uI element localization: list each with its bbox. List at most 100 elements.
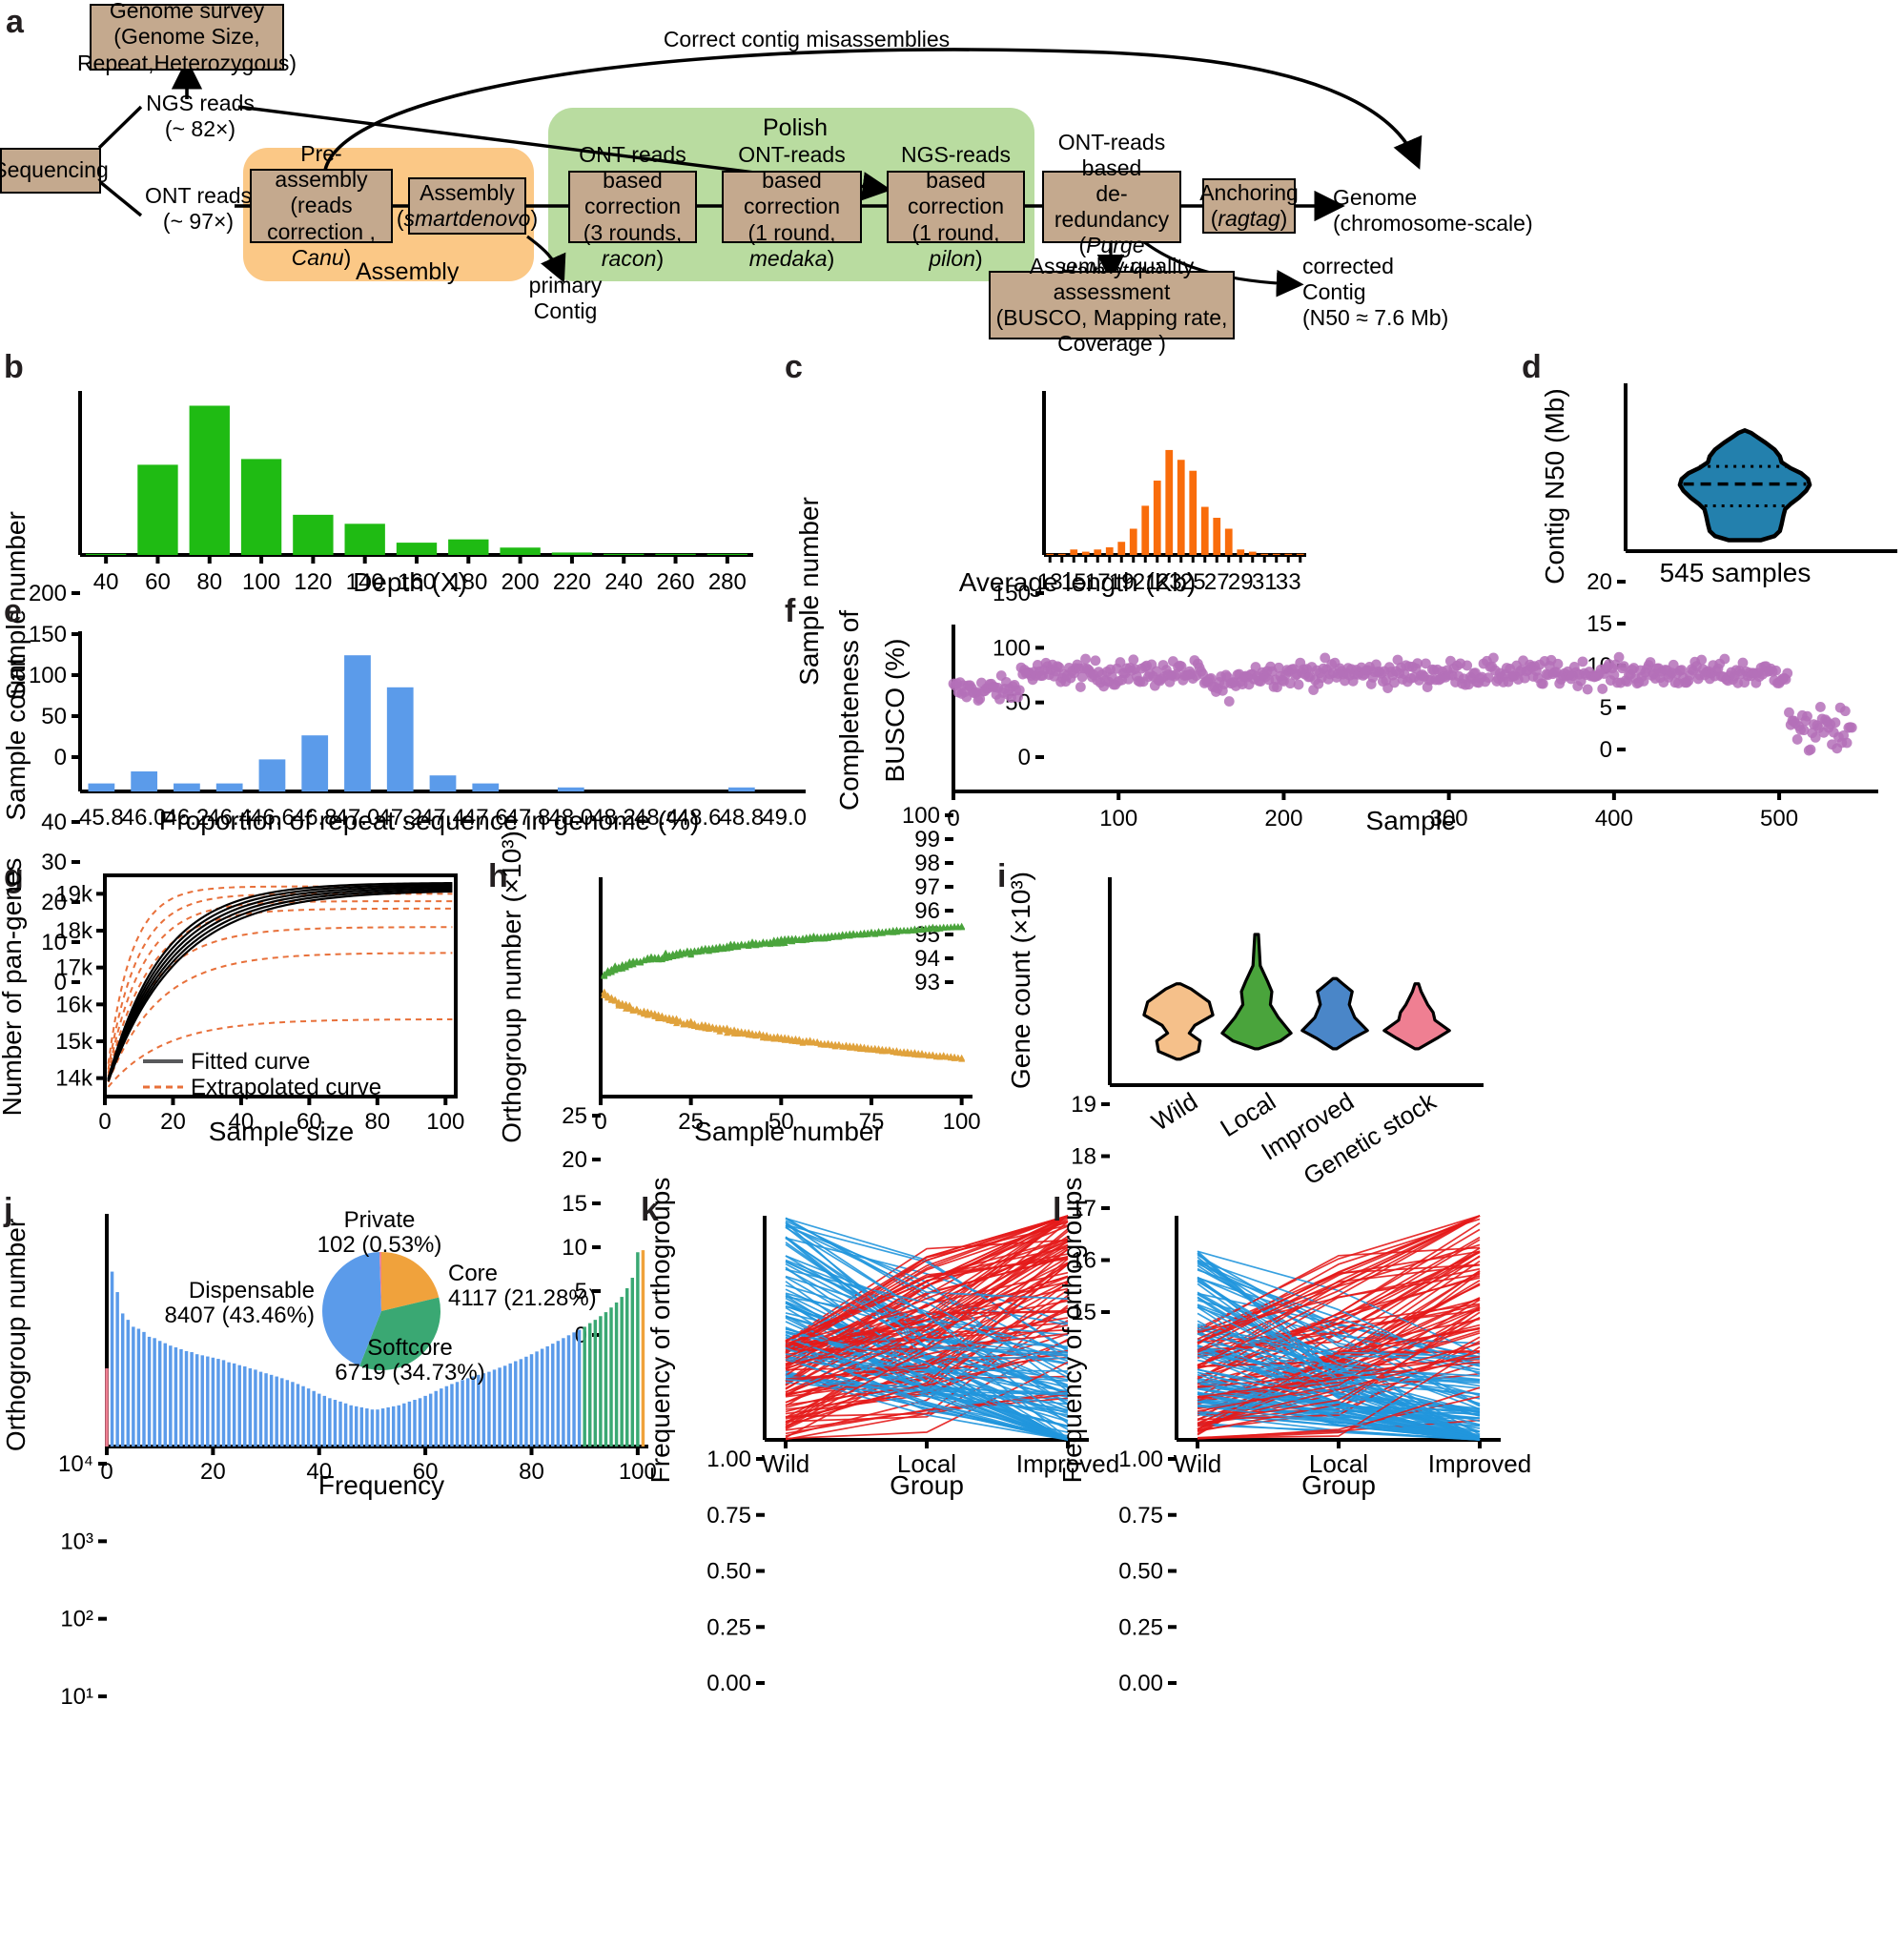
svg-text:16: 16: [1071, 1248, 1096, 1274]
svg-text:0.25: 0.25: [706, 1614, 751, 1640]
svg-text:120: 120: [294, 569, 332, 595]
edge-label-genome-out: Genome (chromosome-scale): [1333, 185, 1533, 236]
svg-text:17: 17: [1085, 569, 1111, 595]
chart-j-xlabel: Frequency: [318, 1470, 444, 1500]
chart-k-xlabel: Group: [890, 1470, 964, 1500]
svg-text:Softcore: Softcore: [367, 1335, 452, 1361]
svg-text:0.50: 0.50: [706, 1559, 751, 1585]
svg-text:50: 50: [768, 1109, 794, 1135]
svg-text:19: 19: [1071, 1092, 1096, 1118]
svg-text:10: 10: [41, 930, 67, 955]
svg-text:0.75: 0.75: [1118, 1503, 1163, 1529]
svg-text:46.4: 46.4: [207, 805, 252, 831]
svg-text:80: 80: [364, 1109, 390, 1135]
svg-text:Local: Local: [1309, 1449, 1368, 1478]
svg-text:4117 (21.28%): 4117 (21.28%): [448, 1285, 597, 1311]
svg-text:47.0: 47.0: [336, 805, 380, 831]
chart-g-xlabel: Sample size: [209, 1117, 355, 1146]
svg-text:40: 40: [93, 569, 119, 595]
chart-l: 0.00 0.25 0.50 0.75 1.00 Wild Local Improved Fr…: [1057, 1178, 1531, 1696]
svg-text:240: 240: [604, 569, 643, 595]
panel-letter-f: f: [785, 593, 796, 629]
svg-text:Core: Core: [448, 1261, 498, 1286]
svg-text:15: 15: [1587, 611, 1612, 637]
svg-text:100: 100: [943, 1109, 981, 1135]
panel-letter-d: d: [1522, 349, 1542, 385]
svg-text:33: 33: [1276, 569, 1301, 595]
svg-text:96: 96: [914, 898, 940, 924]
svg-text:17: 17: [1071, 1196, 1096, 1221]
svg-text:150: 150: [29, 622, 67, 647]
svg-text:98: 98: [914, 851, 940, 876]
svg-text:Gene count (×10³): Gene count (×10³): [1006, 872, 1035, 1089]
panel-letter-a: a: [6, 4, 24, 40]
chart-b-xlabel: Depth (X): [353, 567, 467, 597]
chart-j-ylabel: Orthogroup number: [1, 1219, 31, 1451]
chart-l-ylabel: Frequency of orthogroups: [1057, 1178, 1087, 1484]
svg-text:25: 25: [678, 1109, 704, 1135]
flowbox-assembly: Assembly (smartdenovo): [397, 177, 538, 235]
panel-letter-g: g: [4, 858, 24, 894]
svg-text:80: 80: [519, 1459, 544, 1485]
svg-text:47.4: 47.4: [420, 805, 465, 831]
svg-text:0: 0: [1018, 745, 1031, 770]
svg-text:102 (0.53%): 102 (0.53%): [317, 1232, 442, 1258]
svg-text:15: 15: [1061, 569, 1087, 595]
edge-label-correct-misassemblies: Correct contig misassemblies: [663, 27, 951, 51]
svg-text:46.2: 46.2: [165, 805, 210, 831]
chart-b: 0 50 100 150 200 40 60 80 100 120 140 160 180 200 220 2…: [1, 391, 753, 770]
svg-text:20: 20: [562, 1147, 587, 1173]
svg-text:8407 (43.46%): 8407 (43.46%): [165, 1303, 315, 1328]
svg-text:6719 (34.73%): 6719 (34.73%): [335, 1360, 484, 1386]
svg-text:0: 0: [100, 1459, 113, 1485]
svg-text:Orthogroup number (×10³): Orthogroup number (×10³): [497, 831, 526, 1143]
panel-letter-k: k: [641, 1192, 659, 1228]
svg-text:40: 40: [306, 1459, 332, 1485]
svg-text:60: 60: [413, 1459, 439, 1485]
edge-label-ngs-reads: NGS reads (~ 82×): [146, 91, 255, 142]
svg-text:18k: 18k: [55, 918, 93, 944]
svg-text:47.2: 47.2: [378, 805, 422, 831]
svg-text:48.6: 48.6: [677, 805, 722, 831]
svg-text:Local: Local: [897, 1449, 956, 1478]
svg-text:31: 31: [1252, 569, 1278, 595]
svg-text:200: 200: [29, 581, 67, 606]
svg-text:48.4: 48.4: [634, 805, 679, 831]
chart-e-xlabel: Proportion of repeat sequence in genome …: [159, 806, 700, 835]
svg-text:280: 280: [708, 569, 747, 595]
svg-text:25: 25: [562, 1103, 587, 1129]
svg-text:25: 25: [1180, 569, 1206, 595]
svg-text:15: 15: [562, 1191, 587, 1217]
flowbox-ont-racon: ONT-reads based correction (3 rounds, raco…: [568, 142, 697, 271]
svg-text:0: 0: [594, 1109, 606, 1135]
svg-text:200: 200: [502, 569, 540, 595]
svg-text:15: 15: [1071, 1300, 1096, 1325]
chart-f-xlabel: Sample: [1366, 806, 1457, 835]
svg-text:45.8: 45.8: [79, 805, 124, 831]
svg-text:48.0: 48.0: [548, 805, 593, 831]
svg-text:60: 60: [145, 569, 171, 595]
assembly-group-label: Assembly: [356, 258, 460, 285]
svg-text:Fitted curve: Fitted curve: [191, 1049, 310, 1075]
svg-text:97: 97: [914, 874, 940, 900]
chart-h: 05101520250255075100 Sample number Ortho…: [497, 831, 981, 1348]
svg-text:5: 5: [1600, 695, 1612, 721]
svg-text:19: 19: [1109, 569, 1135, 595]
svg-text:100: 100: [426, 1109, 464, 1135]
svg-text:21: 21: [1133, 569, 1158, 595]
svg-text:14k: 14k: [55, 1066, 93, 1092]
flowbox-ont-medaka: ONT-reads based correction (1 round, medak…: [722, 142, 862, 271]
svg-text:160: 160: [398, 569, 436, 595]
svg-text:5: 5: [575, 1279, 587, 1304]
svg-text:150: 150: [993, 581, 1031, 606]
svg-text:Dispensable: Dispensable: [189, 1278, 315, 1303]
svg-text:48.8: 48.8: [719, 805, 764, 831]
flowbox-anchoring: Anchoring (ragtag): [1199, 178, 1299, 234]
svg-text:0: 0: [54, 970, 67, 996]
